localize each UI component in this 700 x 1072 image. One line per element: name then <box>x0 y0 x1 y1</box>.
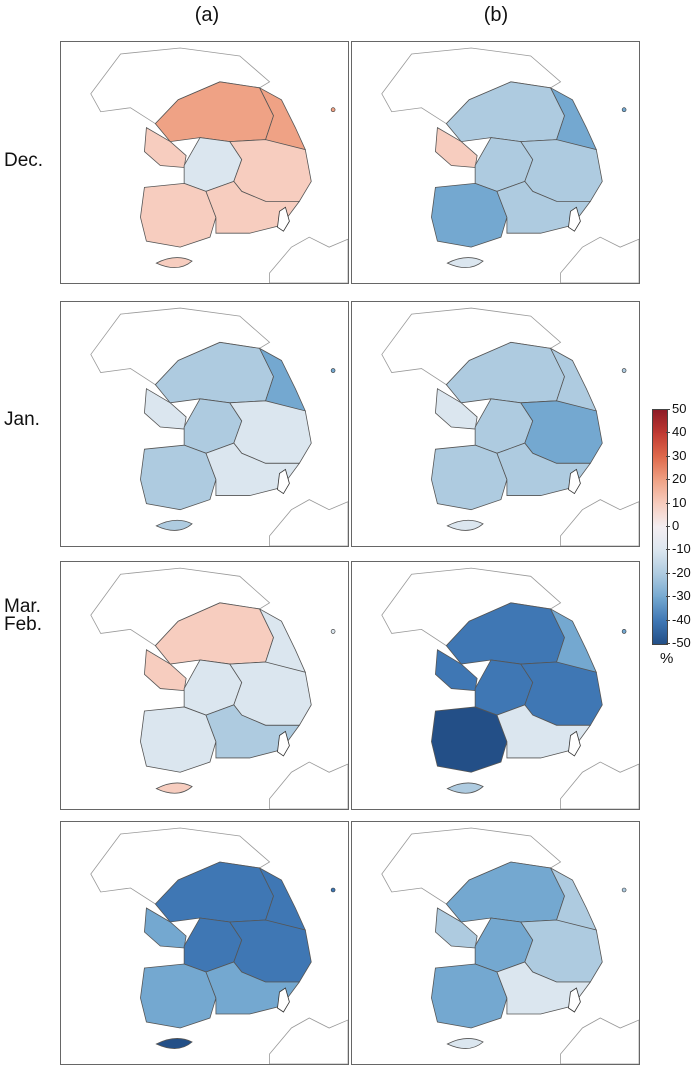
region-southeast <box>205 442 301 496</box>
colorbar-tick-mark <box>666 526 670 527</box>
japan-outline <box>560 761 639 809</box>
ulleung-island <box>621 887 627 893</box>
colorbar-segment <box>653 597 667 622</box>
colorbar-segment <box>653 456 667 481</box>
row-label-feb: Feb. <box>4 614 43 635</box>
region-southeast <box>205 180 301 234</box>
colorbar-segment <box>653 433 667 458</box>
ulleung-island <box>621 629 627 634</box>
region-jeju <box>446 1038 484 1049</box>
colorbar-segment <box>653 480 667 505</box>
japan-outline <box>269 236 348 283</box>
colorbar-tick-mark <box>666 409 670 410</box>
region-southeast <box>496 704 592 759</box>
japan-outline <box>560 499 639 546</box>
map-panel-dec-b <box>351 41 640 284</box>
tsushima-outline <box>277 987 290 1013</box>
region-southwest <box>431 444 508 511</box>
ulleung-island <box>330 368 336 373</box>
ulleung-island <box>330 107 336 112</box>
colorbar-tick-label: -30 <box>672 588 691 604</box>
colorbar <box>652 409 668 645</box>
region-southeast <box>496 180 592 234</box>
tsushima-outline <box>277 206 290 232</box>
row-label-jan: Jan. <box>4 409 40 430</box>
map-panel-mar-b <box>351 821 640 1065</box>
colorbar-tick-label: -40 <box>672 611 691 627</box>
colorbar-tick-mark <box>666 596 670 598</box>
tsushima-outline <box>277 730 290 757</box>
row-label-mar: Mar. <box>4 596 41 617</box>
ulleung-island <box>330 887 336 893</box>
region-southwest <box>140 706 217 773</box>
ulleung-island <box>621 368 627 373</box>
row-label-dec: Dec. <box>4 150 44 171</box>
tsushima-outline <box>568 730 581 757</box>
region-southwest <box>431 706 508 773</box>
japan-outline <box>560 236 639 283</box>
colorbar-tick-mark <box>666 479 670 481</box>
region-southwest <box>431 183 508 248</box>
column-label-a: (a) <box>194 4 220 26</box>
colorbar-tick-label: -50 <box>672 635 691 650</box>
region-southeast <box>205 704 301 759</box>
map-panel-jan-b <box>351 301 640 547</box>
map-panel-dec-a <box>60 41 349 284</box>
colorbar-tick-mark <box>666 432 670 434</box>
colorbar-tick-mark <box>666 619 670 621</box>
region-jeju <box>446 519 484 531</box>
ulleung-island <box>330 629 336 634</box>
region-southwest <box>431 963 508 1029</box>
japan-outline <box>269 1017 348 1064</box>
map-panel-jan-a <box>60 301 349 547</box>
colorbar-segment <box>653 620 667 645</box>
colorbar-segment <box>653 550 667 575</box>
colorbar-segment <box>653 410 667 434</box>
colorbar-tick-mark <box>666 502 670 504</box>
colorbar-segment <box>653 503 667 528</box>
ulleung-island <box>621 107 627 112</box>
japan-outline <box>560 1017 639 1064</box>
colorbar-tick-mark <box>666 455 670 457</box>
region-jeju <box>155 782 193 794</box>
map-panel-feb-a <box>60 561 349 810</box>
region-southwest <box>140 183 217 248</box>
colorbar-unit: % <box>660 650 674 667</box>
colorbar-tick-label: 50 <box>672 401 687 416</box>
tsushima-outline <box>568 468 581 495</box>
japan-outline <box>269 499 348 546</box>
colorbar-tick-label: 10 <box>672 494 687 510</box>
colorbar-tick-label: 0 <box>672 518 680 533</box>
colorbar-tick-label: -20 <box>672 564 691 580</box>
region-southeast <box>496 961 592 1015</box>
colorbar-segment <box>653 527 667 551</box>
region-southeast <box>496 442 592 496</box>
region-southeast <box>205 961 301 1015</box>
colorbar-tick-mark <box>666 572 670 574</box>
region-jeju <box>155 257 193 268</box>
column-label-b: (b) <box>483 4 509 26</box>
tsushima-outline <box>568 206 581 232</box>
colorbar-tick-label: 20 <box>672 471 687 487</box>
region-jeju <box>155 519 193 531</box>
region-jeju <box>446 257 484 268</box>
map-panel-feb-b <box>351 561 640 810</box>
japan-outline <box>269 761 348 809</box>
region-jeju <box>446 782 484 794</box>
region-southwest <box>140 963 217 1029</box>
map-panel-mar-a <box>60 821 349 1065</box>
region-jeju <box>155 1038 193 1049</box>
colorbar-tick-label: 40 <box>672 424 687 440</box>
colorbar-segment <box>653 573 667 598</box>
region-southwest <box>140 444 217 511</box>
colorbar-tick-label: -10 <box>672 541 691 557</box>
tsushima-outline <box>568 987 581 1013</box>
colorbar-tick-mark <box>666 549 670 551</box>
colorbar-tick-mark <box>666 643 670 644</box>
tsushima-outline <box>277 468 290 495</box>
colorbar-tick-label: 30 <box>672 447 687 463</box>
